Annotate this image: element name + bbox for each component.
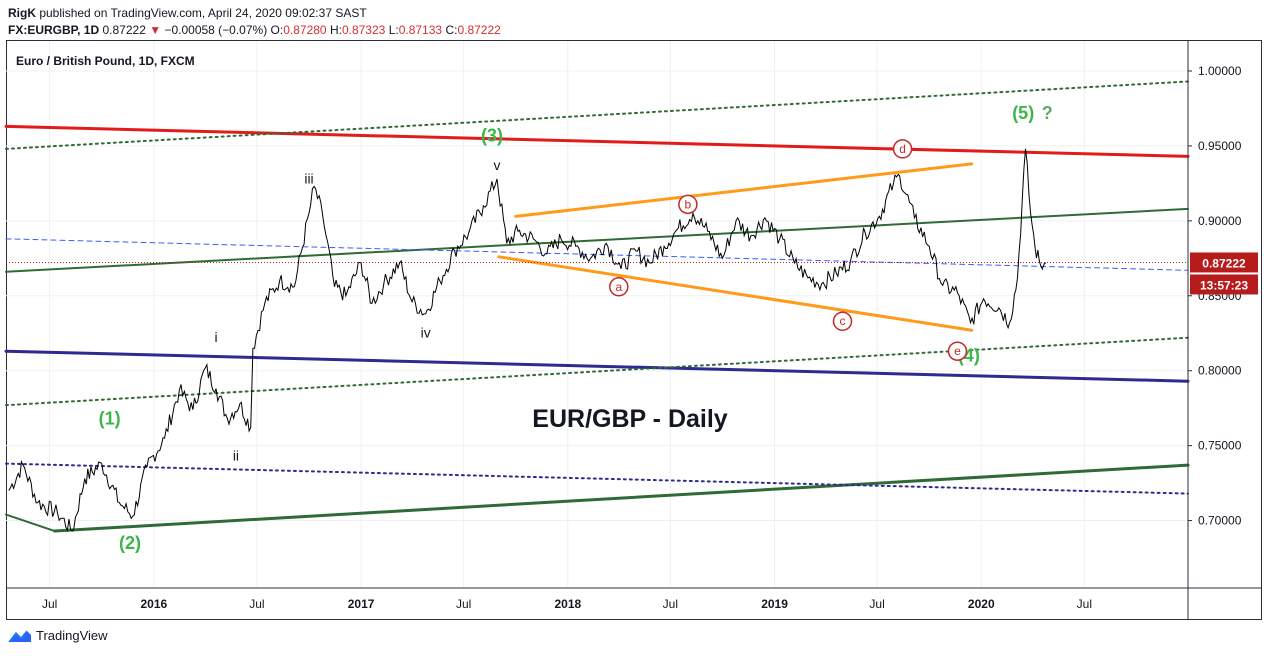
- trendline-lower-dotted-green: [5, 336, 1189, 407]
- x-tick-label: Jul: [869, 597, 884, 611]
- high-label: H:: [329, 23, 342, 37]
- chart-title: Euro / British Pound, 1D, FXCM: [16, 54, 195, 68]
- open-value: 0.87280: [283, 23, 327, 37]
- tradingview-logo-icon: [8, 630, 31, 642]
- x-tick-label: 2016: [140, 597, 167, 611]
- current-price-badge: [1190, 252, 1258, 273]
- x-tick-label: 2020: [968, 597, 995, 611]
- tradingview-footer[interactable]: TradingView: [8, 628, 108, 643]
- published-text: published on TradingView.com, April 24, …: [36, 6, 367, 20]
- wave-label-circled: c: [840, 314, 846, 328]
- close-label: C:: [445, 23, 458, 37]
- trendline-triangle-lower-orange: [497, 255, 974, 332]
- trendline-base-green: [53, 463, 1190, 533]
- close-value: 0.87222: [457, 23, 501, 37]
- trendlines: [4, 80, 1190, 533]
- trendline-upper-dotted-green: [5, 80, 1189, 150]
- publish-info: RigK published on TradingView.com, April…: [8, 6, 367, 20]
- wave-label-circled: a: [615, 280, 622, 294]
- low-label: L:: [388, 23, 399, 37]
- countdown-label: 13:57:23: [1200, 278, 1248, 292]
- publisher-name: RigK: [8, 6, 36, 20]
- wave-label-roman: v: [494, 157, 501, 173]
- axes: 0.700000.750000.800000.850000.900000.950…: [6, 41, 1262, 620]
- wave-label-green: (3): [481, 125, 503, 145]
- low-value: 0.87133: [398, 23, 443, 37]
- wave-label-roman: iii: [304, 170, 313, 186]
- x-tick-label: Jul: [1077, 597, 1092, 611]
- grid: [6, 41, 1188, 588]
- wave-label-5: (5): [1012, 103, 1034, 123]
- wave-circle-d: [892, 139, 913, 159]
- wave-label-green: (1): [99, 409, 121, 429]
- y-tick-label: 0.70000: [1198, 514, 1242, 528]
- open-label: O:: [270, 23, 284, 37]
- trendline-dashed-blue: [5, 238, 1189, 271]
- wave-label-roman: iv: [421, 325, 431, 341]
- current-price-label: 0.87222: [1202, 256, 1246, 270]
- wave-circle-b: [678, 194, 698, 215]
- wave-label-green: (2): [119, 533, 141, 553]
- symbol-info: FX:EURGBP, 1D 0.87222 ▼ −0.00058 (−0.07%…: [8, 23, 501, 37]
- x-tick-label: Jul: [663, 597, 678, 611]
- wave-label-circled: e: [954, 344, 961, 358]
- wave-label-circled: b: [685, 197, 692, 211]
- x-tick-label: 2019: [761, 597, 788, 611]
- x-tick-label: 2018: [554, 597, 581, 611]
- x-tick-label: Jul: [249, 597, 264, 611]
- chart-frame: [6, 40, 1262, 620]
- wave-label-circled: d: [899, 142, 906, 156]
- x-tick-label: Jul: [456, 597, 471, 611]
- x-tick-label: 2017: [348, 597, 375, 611]
- y-tick-label: 0.95000: [1198, 139, 1242, 153]
- price-series: [8, 148, 1047, 533]
- y-tick-label: 0.80000: [1198, 364, 1242, 378]
- wave-circle-c: [832, 311, 853, 331]
- high-value: 0.87323: [341, 23, 386, 37]
- trendline-dotted-navy: [5, 462, 1189, 495]
- last-price: 0.87222: [102, 23, 146, 37]
- trendline-lower-channel-navy: [4, 349, 1190, 383]
- wave-label-5-question: ?: [1042, 103, 1053, 123]
- trendline-upper-channel-red: [4, 124, 1190, 158]
- wave-label-roman: i: [215, 329, 218, 345]
- x-tick-label: Jul: [42, 597, 57, 611]
- wave-label-roman: ii: [233, 448, 239, 464]
- countdown-badge: [1190, 274, 1258, 295]
- trendline-base-green-left: [5, 513, 56, 533]
- y-tick-label: 1.00000: [1198, 64, 1242, 78]
- price-line-eurgbp: [8, 148, 1047, 533]
- wave-circle-e: [947, 341, 968, 361]
- down-arrow-icon: ▼: [149, 23, 162, 37]
- annotation-title: EUR/GBP - Daily: [532, 405, 728, 433]
- trendline-triangle-upper-orange: [514, 162, 974, 218]
- y-tick-label: 0.90000: [1198, 214, 1242, 228]
- price-change: −0.00058 (−0.07%): [164, 23, 268, 37]
- trendline-mid-green: [5, 207, 1189, 273]
- symbol-label: FX:EURGBP, 1D: [8, 23, 100, 37]
- tradingview-brand: TradingView: [36, 628, 108, 643]
- y-tick-label: 0.75000: [1198, 439, 1242, 453]
- wave-circle-a: [609, 277, 629, 297]
